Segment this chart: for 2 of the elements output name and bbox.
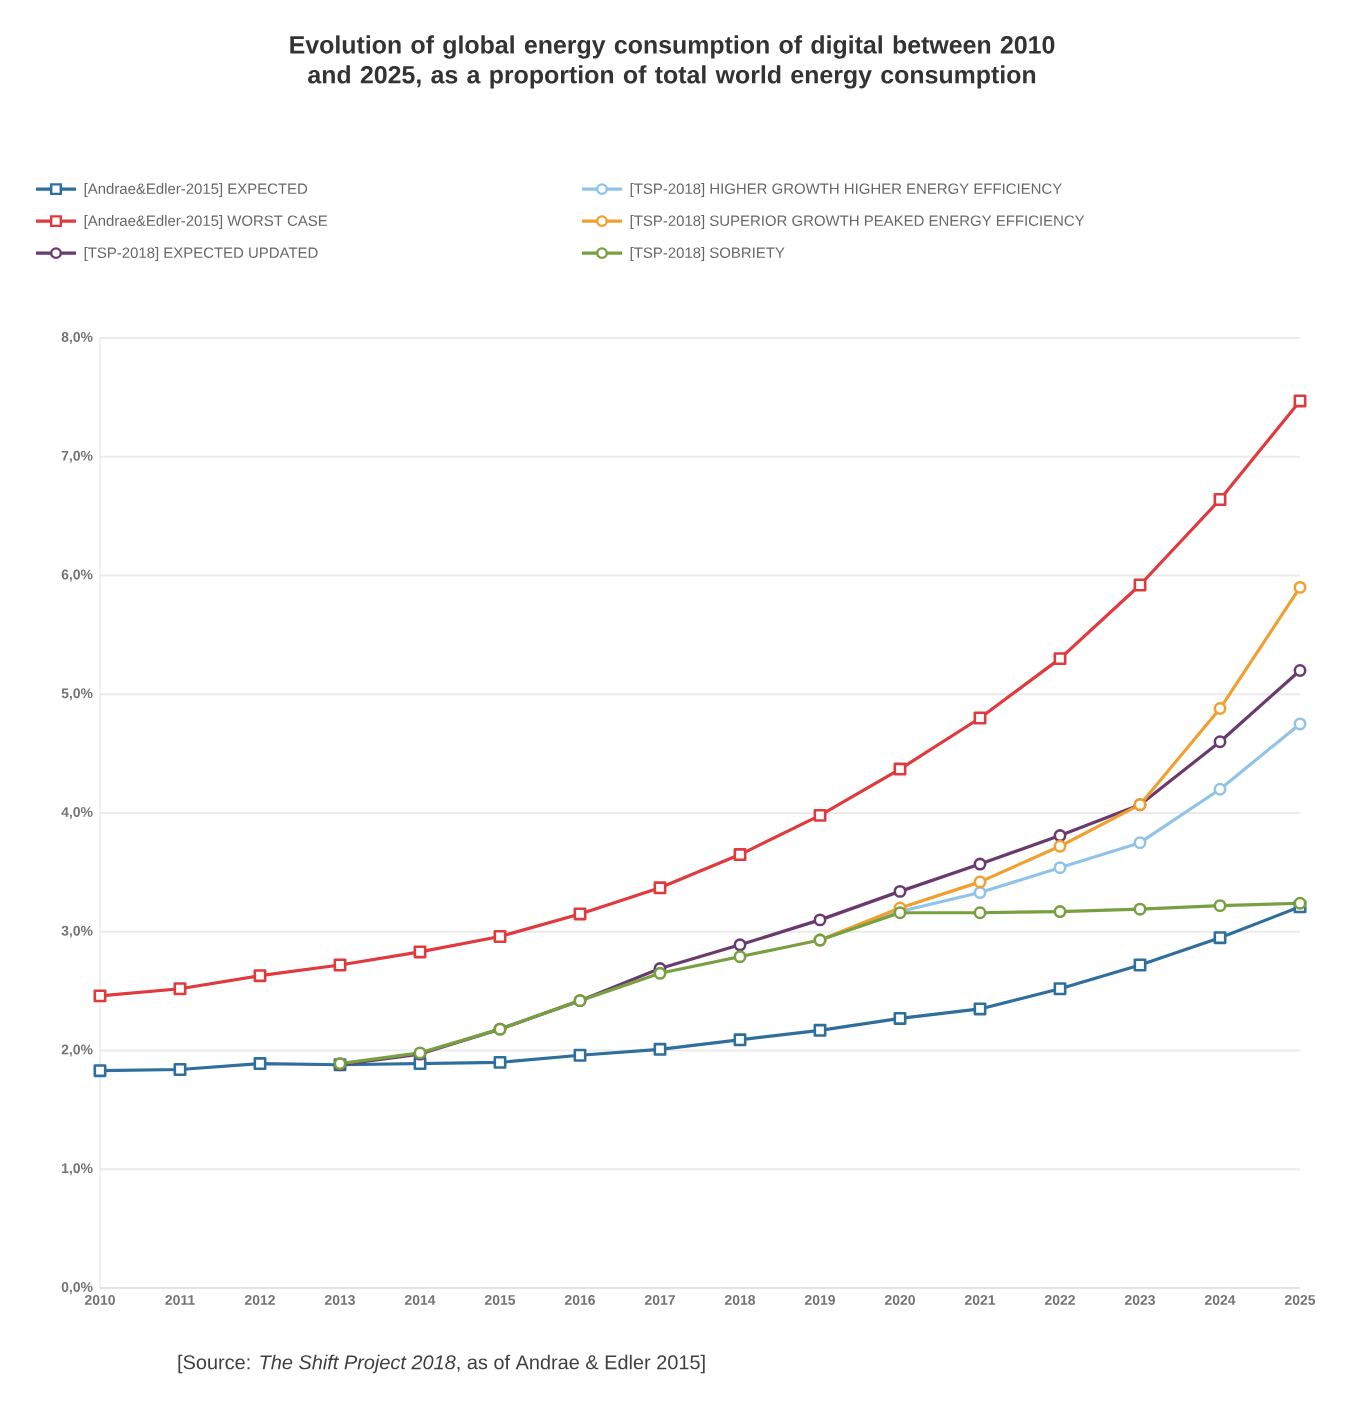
- text: [Source: The Shift Project 2018, as of Andrae & Edler 2015]: [178, 1354, 705, 1374]
- chart-title: Evolution of global energy consumption of digital between 2010 and 2025, as a proportion of total world energy consumption: [290, 35, 1055, 89]
